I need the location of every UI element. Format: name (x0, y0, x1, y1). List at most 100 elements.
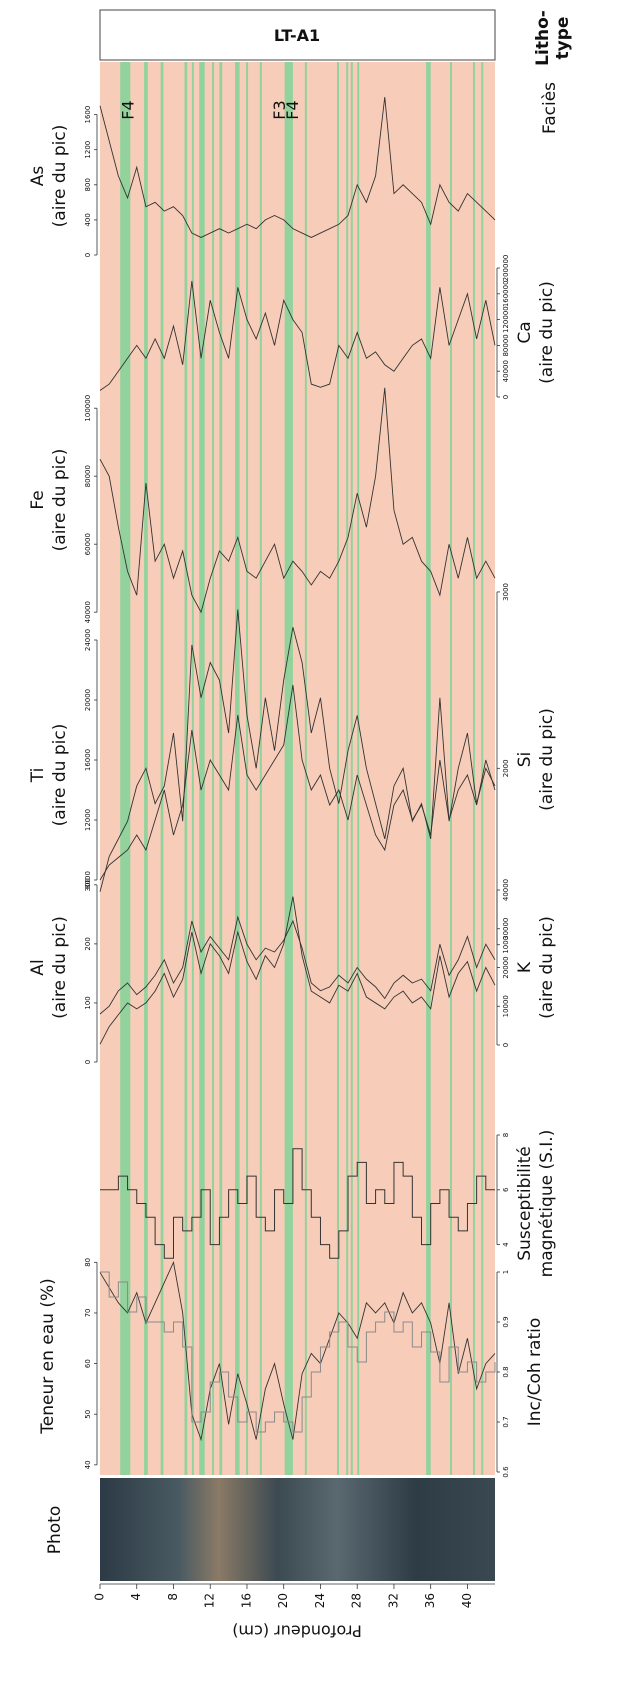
facies-band (212, 62, 215, 1475)
y-tick-label: 0 (84, 253, 92, 257)
facies-band (160, 62, 164, 1475)
x-tick-label: 4 (129, 1593, 143, 1601)
y-tick-label: 24000 (84, 629, 92, 651)
facies-band (350, 62, 353, 1475)
y-tick-label: 10000 (502, 995, 510, 1017)
y-tick-label: 1200 (84, 141, 92, 159)
y-tick-label: 16000 (84, 749, 92, 771)
y-tick-label: 0 (502, 1043, 510, 1047)
series-label: (aire du pic) (537, 281, 557, 384)
series-label: (aire du pic) (50, 724, 70, 827)
series-line (100, 1271, 496, 1433)
facies-band (184, 62, 188, 1475)
y-tick-label: 400 (84, 213, 92, 226)
facies-band (426, 62, 431, 1475)
series-label: Al (28, 959, 48, 975)
x-tick-label: 0 (93, 1593, 107, 1601)
y-tick-label: 0 (84, 1060, 92, 1064)
x-tick-label: 36 (423, 1593, 437, 1608)
series-line (99, 387, 496, 614)
facies-label: F3 (270, 100, 289, 119)
x-tick-label: 16 (239, 1593, 253, 1608)
series-label: Susceptibilité (515, 1146, 535, 1261)
y-tick-label: 70 (84, 1308, 92, 1317)
series-line (99, 684, 496, 881)
x-tick-label: 12 (203, 1593, 217, 1608)
y-tick-label: 60 (84, 1359, 92, 1368)
y-tick-label: 300 (84, 878, 92, 891)
facies-band (284, 62, 293, 1475)
y-tick-label: 1 (502, 1270, 510, 1274)
y-tick-label: 80000 (84, 465, 92, 487)
y-tick-label: 40000 (502, 879, 510, 901)
facies-band (449, 62, 452, 1475)
series-label: Fe (28, 490, 48, 509)
facies-band (219, 62, 223, 1475)
y-tick-label: 0.9 (502, 1316, 510, 1327)
y-tick-label: 4 (502, 1242, 510, 1247)
series-label: (aire du pic) (50, 449, 70, 552)
facies-label: F4 (119, 100, 138, 119)
x-tick-label: 32 (386, 1593, 400, 1608)
x-tick-label: 8 (166, 1593, 180, 1601)
facies-band (472, 62, 475, 1475)
y-tick-label: 100 (84, 996, 92, 1009)
facies-band (199, 62, 205, 1475)
plot-background (100, 62, 495, 1475)
facies-band (304, 62, 307, 1475)
y-tick-label: 8000 (84, 871, 92, 889)
y-tick-label: 200000 (502, 255, 510, 282)
series-label: (aire du pic) (50, 125, 70, 228)
y-tick-label: 0.6 (502, 1466, 510, 1478)
x-tick-label: 20 (276, 1593, 290, 1608)
lithotype-title: Litho- (533, 10, 553, 66)
y-tick-label: 20000 (502, 956, 510, 978)
series-label: magnétique (S.I.) (537, 1130, 557, 1278)
series-label: As (28, 166, 48, 187)
y-tick-label: 80 (84, 1258, 92, 1267)
facies-band (259, 62, 262, 1475)
y-tick-label: 40000 (84, 601, 92, 623)
facies-band (246, 62, 249, 1475)
y-tick-label: 120000 (502, 306, 510, 333)
series-label: Ca (515, 321, 535, 343)
lithotype-label: LT-A1 (274, 26, 320, 45)
y-tick-label: 160000 (502, 280, 510, 307)
x-tick-label: 24 (313, 1593, 327, 1608)
y-tick-label: 2000 (502, 759, 510, 777)
lithotype-box (99, 9, 496, 61)
facies-band (337, 62, 339, 1475)
y-tick-label: 6 (502, 1187, 510, 1192)
facies-band (235, 62, 240, 1475)
y-tick-label: 60000 (84, 533, 92, 555)
photo-label: Photo (45, 1506, 65, 1555)
y-tick-label: 1000 (502, 936, 510, 954)
facies-band (346, 62, 349, 1475)
lithotype-title: type (553, 17, 573, 60)
y-tick-label: 100000 (84, 395, 92, 422)
series-label: Inc/Coh ratio (525, 1318, 545, 1427)
series-line (100, 1148, 495, 1259)
series-line (99, 1260, 496, 1442)
facies-band (120, 62, 131, 1475)
facies-band (191, 62, 194, 1475)
facies-label: F4 (283, 100, 302, 119)
series-label: (aire du pic) (537, 916, 557, 1019)
series-line (99, 280, 496, 391)
y-tick-label: 0.7 (502, 1416, 510, 1427)
facies-title: Faciès (540, 82, 560, 134)
y-tick-label: 0.8 (502, 1366, 510, 1377)
x-tick-label: 40 (460, 1593, 474, 1608)
series-label: (aire du pic) (537, 708, 557, 811)
facies-band (481, 62, 484, 1475)
y-tick-label: 3000 (502, 583, 510, 601)
facies-band (357, 62, 360, 1475)
y-tick-label: 20000 (84, 689, 92, 711)
y-tick-label: 50 (84, 1410, 92, 1419)
y-tick-label: 8 (502, 1133, 510, 1137)
x-axis-label: Profondeur (cm) (232, 1622, 362, 1641)
y-tick-label: 80000 (502, 334, 510, 356)
y-tick-label: 40000 (502, 360, 510, 382)
y-tick-label: 800 (84, 178, 92, 191)
